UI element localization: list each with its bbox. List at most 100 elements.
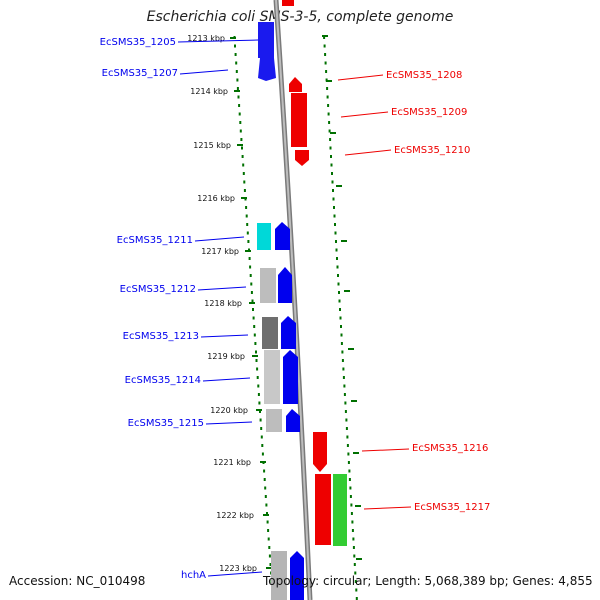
ruler-dot-left	[268, 546, 271, 549]
ruler-dot-left	[268, 554, 271, 558]
ruler-dot-left	[257, 393, 260, 396]
ruler-dot-left	[267, 529, 270, 532]
ruler-dot-right	[354, 571, 357, 575]
ruler-dot-left	[258, 401, 261, 405]
ruler-dot-left	[236, 87, 239, 90]
ruler-dot-right	[347, 452, 350, 456]
ruler-dot-right	[355, 588, 358, 592]
ruler-tick-right	[344, 290, 350, 292]
ruler-dot-right	[333, 214, 336, 218]
gene-label-ecsms35_1207[interactable]: EcSMS35_1207	[102, 68, 178, 79]
ruler-dot-left	[261, 444, 264, 447]
ruler-dot-left	[249, 274, 252, 277]
ruler-dot-left	[242, 163, 245, 167]
gene-block-1209	[291, 93, 307, 147]
ruler-dot-right	[350, 512, 353, 515]
ruler-tick	[266, 567, 272, 569]
ruler-dot-left	[264, 495, 267, 498]
ruler-dot-right	[328, 129, 331, 133]
gene-label-ecsms35_1215[interactable]: EcSMS35_1215	[128, 418, 204, 429]
ruler-dot-right	[323, 36, 326, 39]
ruler-tick	[241, 197, 247, 199]
ruler-dot-right	[331, 172, 333, 175]
gene-leader-line	[361, 448, 410, 452]
ruler-dot-right	[351, 529, 354, 532]
ruler-dot-right	[342, 376, 345, 379]
ruler-dot-left	[256, 367, 259, 371]
ruler-tick-right	[326, 80, 332, 82]
ruler-dot-right	[341, 350, 344, 354]
ruler-dot-left	[251, 299, 254, 303]
gene-leader-line	[200, 334, 249, 338]
ruler-dot-left	[253, 325, 256, 328]
ruler-dot-right	[338, 299, 341, 303]
ruler-dot-left	[239, 129, 242, 133]
ruler-label: 1220 kbp	[210, 406, 248, 415]
gene-block-1213-a	[262, 317, 278, 349]
gene-arrow-1216	[313, 432, 327, 472]
ruler-dot-right	[345, 418, 348, 422]
gene-label-ecsms35_1214[interactable]: EcSMS35_1214	[125, 375, 201, 386]
ruler-dot-right	[349, 495, 352, 498]
ruler-dot-right	[340, 325, 342, 328]
ruler-dot-right	[346, 444, 349, 447]
accession-text: Accession: NC_010498	[9, 574, 146, 588]
gene-arrow-hchA-b	[290, 551, 304, 600]
map-title: Escherichia coli SMS-3-5, complete genom…	[146, 9, 454, 25]
ruler-tick-right	[336, 185, 342, 187]
gene-label-ecsms35_1205[interactable]: EcSMS35_1205	[100, 37, 176, 48]
ruler-dot-left	[266, 520, 269, 524]
gene-arrow-1212-b	[278, 267, 292, 303]
ruler-dot-left	[252, 308, 254, 311]
ruler-label: 1216 kbp	[197, 194, 235, 203]
ruler-dot-right	[330, 163, 333, 167]
ruler-dot-right	[349, 486, 352, 490]
ruler-dot-right	[334, 231, 337, 235]
ruler-tick-right	[341, 240, 347, 242]
ruler-dot-right	[339, 316, 342, 320]
topology-text: Topology: circular; Length: 5,068,389 bp…	[263, 574, 593, 588]
ruler-dot-left	[260, 435, 263, 439]
gene-label-ecsms35_1212[interactable]: EcSMS35_1212	[120, 284, 196, 295]
gene-leader-line	[340, 111, 389, 118]
ruler-dot-right	[346, 435, 349, 439]
ruler-tick	[249, 302, 255, 304]
ruler-label: 1213 kbp	[187, 34, 225, 43]
gene-label-hcha[interactable]: hchA	[181, 570, 206, 581]
ruler-dot-right	[348, 478, 351, 481]
ruler-dot-left	[243, 180, 246, 184]
ruler-tick-right	[351, 400, 357, 402]
gene-label-ecsms35_1208[interactable]: EcSMS35_1208	[386, 70, 462, 81]
gene-leader-line	[337, 74, 384, 81]
ruler-dot-right	[343, 384, 346, 388]
ruler-dot-left	[239, 121, 242, 124]
ruler-dot-right	[331, 180, 334, 184]
ruler-tick	[263, 514, 269, 516]
ruler-tick	[252, 355, 258, 357]
gene-label-ecsms35_1217[interactable]: EcSMS35_1217	[414, 502, 490, 513]
ruler-label: 1222 kbp	[216, 511, 254, 520]
ruler-dot-right	[344, 401, 347, 405]
ruler-dot-left	[234, 53, 237, 56]
genome-backbone-highlight	[275, 0, 311, 600]
gene-arrow-1208	[289, 77, 302, 92]
ruler-dot-right	[347, 461, 350, 464]
ruler-dot-right	[332, 197, 335, 201]
ruler-dot-right	[345, 427, 348, 430]
ruler-tick-right	[330, 132, 336, 134]
ruler-label: 1223 kbp	[219, 564, 257, 573]
ruler-dot-right	[342, 367, 345, 371]
gene-label-ecsms35_1216[interactable]: EcSMS35_1216	[412, 443, 488, 454]
gene-label-ecsms35_1211[interactable]: EcSMS35_1211	[117, 235, 193, 246]
ruler-tick	[245, 250, 251, 252]
ruler-tick-right	[353, 452, 359, 454]
ruler-dot-right	[355, 597, 358, 600]
ruler-dot-left	[235, 70, 238, 73]
ruler-dot-left	[237, 95, 240, 99]
gene-label-ecsms35_1210[interactable]: EcSMS35_1210	[394, 145, 470, 156]
ruler-dot-left	[263, 478, 266, 481]
ruler-dot-right	[326, 95, 329, 99]
ruler-label: 1215 kbp	[193, 141, 231, 150]
gene-label-ecsms35_1209[interactable]: EcSMS35_1209	[391, 107, 467, 118]
gene-label-ecsms35_1213[interactable]: EcSMS35_1213	[123, 331, 199, 342]
